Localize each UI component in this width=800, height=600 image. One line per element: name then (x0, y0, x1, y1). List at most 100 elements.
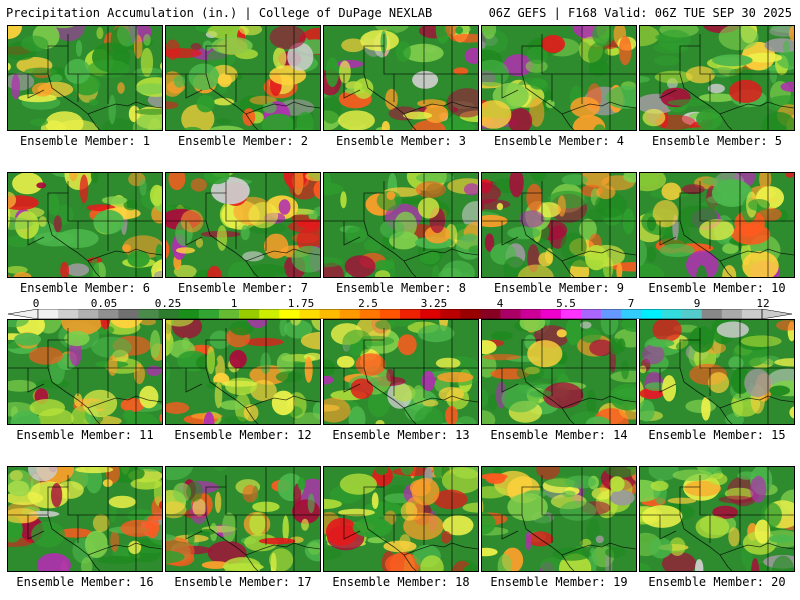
ensemble-member-label: Ensemble Member: 4 (493, 134, 625, 148)
ensemble-map-panel (639, 25, 795, 131)
colorbar-swatch (400, 309, 421, 319)
precip-map (166, 26, 320, 130)
ensemble-member-label: Ensemble Member: 17 (174, 575, 312, 589)
colorbar-swatch (520, 309, 542, 319)
colorbar-swatch (118, 309, 139, 319)
ensemble-map-panel (639, 466, 795, 572)
ensemble-map-panel (165, 466, 321, 572)
colorbar-tick-label: 1.75 (287, 297, 315, 310)
ensemble-member-label: Ensemble Member: 2 (177, 134, 309, 148)
precip-map (8, 173, 162, 277)
ensemble-map-panel (323, 172, 479, 278)
colorbar-tick-label: 5.5 (556, 297, 576, 310)
colorbar-swatch (319, 309, 340, 319)
precip-map (482, 467, 636, 571)
colorbar-swatch (58, 309, 79, 319)
precip-map (8, 26, 162, 130)
ensemble-map-panel (165, 319, 321, 425)
colorbar-swatch (219, 309, 240, 319)
colorbar-swatch (239, 309, 260, 319)
ensemble-map-panel (323, 319, 479, 425)
colorbar-swatch (379, 309, 401, 319)
precip-map (482, 320, 636, 424)
ensemble-member-label: Ensemble Member: 5 (651, 134, 783, 148)
ensemble-map-panel (481, 25, 637, 131)
colorbar-swatch (621, 309, 642, 319)
ensemble-member-label: Ensemble Member: 6 (19, 281, 151, 295)
colorbar-swatch (741, 309, 763, 319)
colorbar-swatch (440, 309, 461, 319)
colorbar-swatch (78, 309, 99, 319)
ensemble-member-label: Ensemble Member: 16 (16, 575, 154, 589)
colorbar-swatch (198, 309, 220, 319)
colorbar-tick-label: 1 (230, 297, 238, 310)
colorbar-swatch (359, 309, 381, 319)
precip-map (8, 467, 162, 571)
colorbar-swatch (339, 309, 361, 319)
colorbar-swatch (480, 309, 501, 319)
ensemble-member-label: Ensemble Member: 14 (490, 428, 628, 442)
colorbar-tick-label: 4 (496, 297, 504, 310)
ensemble-member-label: Ensemble Member: 7 (177, 281, 309, 295)
precip-map (640, 26, 794, 130)
ensemble-map-panel (481, 466, 637, 572)
ensemble-map-panel (165, 172, 321, 278)
colorbar-swatch (38, 309, 59, 319)
colorbar-swatch (279, 309, 300, 319)
colorbar-swatch (701, 309, 723, 319)
ensemble-member-label: Ensemble Member: 18 (332, 575, 470, 589)
precip-map (482, 173, 636, 277)
precip-map (324, 320, 478, 424)
precip-map (324, 467, 478, 571)
colorbar-tick-label: 0 (32, 297, 40, 310)
colorbar-swatch (158, 309, 180, 319)
header-title: Precipitation Accumulation (in.) | Colle… (6, 6, 433, 20)
ensemble-map-panel (7, 172, 163, 278)
ensemble-map-panel (323, 466, 479, 572)
colorbar-tick-label: 3.25 (420, 297, 448, 310)
colorbar-tick-label: 0.05 (90, 297, 118, 310)
ensemble-map-panel (7, 319, 163, 425)
colorbar-swatch (500, 309, 521, 319)
precip-map (166, 320, 320, 424)
ensemble-map-panel (7, 25, 163, 131)
colorbar-tick-label: 0.25 (154, 297, 182, 310)
ensemble-member-label: Ensemble Member: 9 (493, 281, 625, 295)
precip-map (640, 467, 794, 571)
ensemble-member-label: Ensemble Member: 3 (335, 134, 467, 148)
colorbar-tick-label: 12 (756, 297, 770, 310)
ensemble-member-label: Ensemble Member: 12 (174, 428, 312, 442)
precip-map (640, 320, 794, 424)
colorbar-tick-label: 2.5 (358, 297, 378, 310)
colorbar-tick-label: 7 (627, 297, 635, 310)
colorbar-swatch (460, 309, 481, 319)
precip-map (8, 320, 162, 424)
colorbar-swatch (299, 309, 320, 319)
ensemble-member-label: Ensemble Member: 11 (16, 428, 154, 442)
precip-map (166, 467, 320, 571)
colorbar-tick-label: 9 (693, 297, 701, 310)
colorbar-swatch (98, 309, 119, 319)
colorbar-swatch (601, 309, 622, 319)
ensemble-map-panel (639, 319, 795, 425)
colorbar-swatch (581, 309, 602, 319)
ensemble-map-panel (481, 319, 637, 425)
colorbar-swatch (178, 309, 200, 319)
colorbar-swatch (661, 309, 682, 319)
precip-map (482, 26, 636, 130)
precip-map (166, 173, 320, 277)
colorbar (8, 309, 792, 319)
colorbar-swatch (681, 309, 702, 319)
ensemble-map-panel (165, 25, 321, 131)
ensemble-member-label: Ensemble Member: 19 (490, 575, 628, 589)
ensemble-member-label: Ensemble Member: 20 (648, 575, 786, 589)
colorbar-swatch (420, 309, 441, 319)
ensemble-member-label: Ensemble Member: 15 (648, 428, 786, 442)
ensemble-member-label: Ensemble Member: 13 (332, 428, 470, 442)
colorbar-swatch (641, 309, 662, 319)
header-valid-time: 06Z GEFS | F168 Valid: 06Z TUE SEP 30 20… (488, 6, 792, 20)
ensemble-map-panel (323, 25, 479, 131)
colorbar-swatch (721, 309, 743, 319)
precip-map (640, 173, 794, 277)
ensemble-map-panel (7, 466, 163, 572)
